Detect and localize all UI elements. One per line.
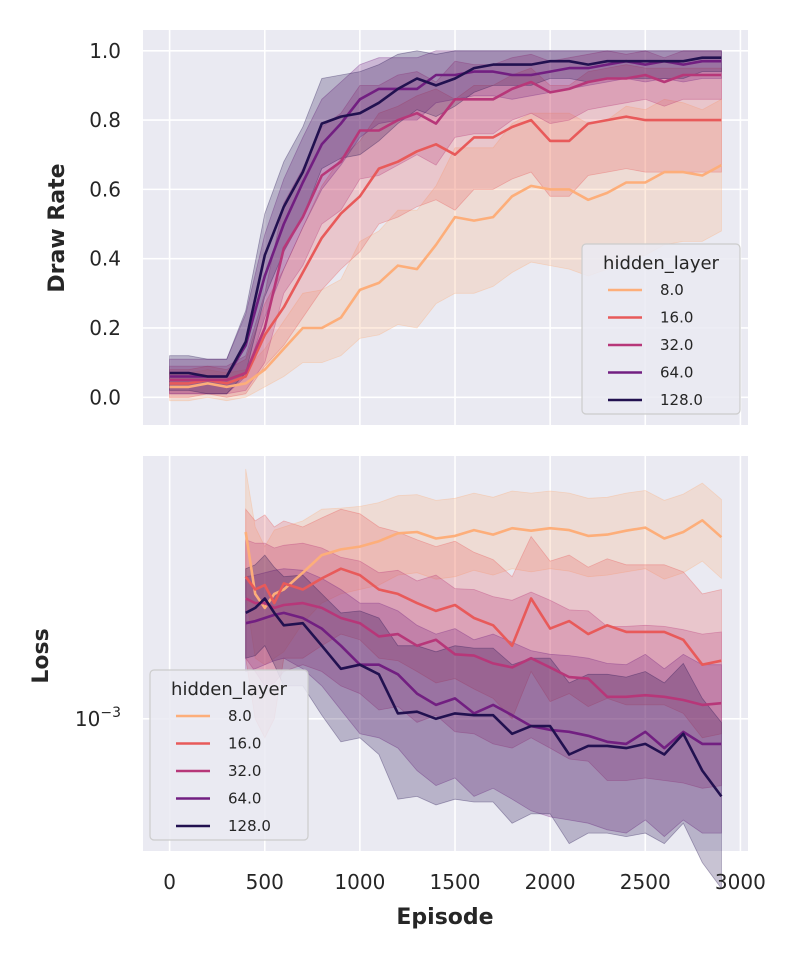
- draw-rate-line-32.0: [169, 73, 722, 382]
- draw-rate-legend-title: hidden_layer: [603, 253, 720, 274]
- loss-y-ticks: 10−3: [75, 705, 121, 731]
- x-tick-label-4: 2000: [525, 870, 576, 894]
- draw-rate-band-128.0: [169, 50, 722, 395]
- draw-rate-band-32.0: [169, 50, 722, 395]
- draw-rate-y-tick-label-0: 0.0: [89, 385, 121, 409]
- loss-panel: 10−3 0 500 1000 1500 2000 2500 3000 Loss Episo…: [29, 456, 766, 930]
- loss-band-64.0: [245, 568, 722, 838]
- draw-rate-bands: [169, 50, 722, 402]
- x-tick-label-5: 2500: [620, 870, 671, 894]
- draw-rate-line-16.0: [169, 115, 722, 385]
- draw-rate-panel: 0.0 0.2 0.4 0.6 0.8 1.0 Draw Rate hidden_laye…: [45, 30, 748, 425]
- x-tick-label-2: 1000: [334, 870, 385, 894]
- draw-rate-band-16.0: [169, 64, 722, 398]
- x-tick-label-0: 0: [163, 870, 176, 894]
- loss-line-64.0: [245, 611, 722, 750]
- loss-legend: hidden_layer 8.0 16.0 32.0 64.0 128.0: [149, 669, 309, 841]
- draw-rate-legend-label-128.0: 128.0: [660, 391, 703, 409]
- draw-rate-y-tick-label-1: 0.2: [89, 316, 121, 340]
- loss-legend-label-16.0: 16.0: [228, 735, 261, 753]
- draw-rate-line-128.0: [169, 56, 722, 378]
- draw-rate-y-tick-label-4: 0.8: [89, 108, 121, 132]
- loss-band-16.0: [245, 508, 722, 739]
- loss-line-32.0: [245, 597, 722, 707]
- draw-rate-y-tick-label-3: 0.6: [89, 177, 121, 201]
- loss-band-8.0: [245, 468, 722, 666]
- loss-y-axis-label: Loss: [29, 628, 54, 683]
- x-tick-label-6: 3000: [715, 870, 766, 894]
- draw-rate-line-8.0: [169, 163, 723, 389]
- loss-line-128.0: [245, 597, 723, 798]
- loss-band-32.0: [245, 539, 722, 789]
- loss-legend-label-32.0: 32.0: [228, 762, 261, 780]
- draw-rate-y-axis-label: Draw Rate: [45, 163, 70, 292]
- loss-legend-label-8.0: 8.0: [228, 707, 252, 725]
- loss-legend-title: hidden_layer: [171, 679, 288, 700]
- draw-rate-legend-label-32.0: 32.0: [660, 336, 693, 354]
- draw-rate-lines: [169, 56, 723, 389]
- loss-y-tick-exponent: −3: [100, 705, 121, 721]
- episode-x-axis-label: Episode: [396, 905, 493, 930]
- draw-rate-legend-label-8.0: 8.0: [660, 281, 684, 299]
- loss-band-128.0: [245, 554, 722, 890]
- draw-rate-band-64.0: [169, 50, 722, 395]
- draw-rate-y-tick-label-5: 1.0: [89, 39, 121, 63]
- draw-rate-y-ticks: 0.0 0.2 0.4 0.6 0.8 1.0: [89, 39, 121, 409]
- loss-lines: [244, 518, 723, 798]
- draw-rate-legend-label-64.0: 64.0: [660, 364, 693, 382]
- draw-rate-legend: hidden_layer 8.0 16.0 32.0 64.0 128.0: [581, 243, 741, 415]
- draw-rate-legend-label-16.0: 16.0: [660, 309, 693, 327]
- loss-legend-label-128.0: 128.0: [228, 817, 271, 835]
- loss-legend-label-64.0: 64.0: [228, 790, 261, 808]
- draw-rate-band-8.0: [169, 98, 722, 402]
- loss-y-tick-label-0: 10−3: [75, 705, 121, 731]
- loss-line-16.0: [244, 567, 722, 667]
- loss-x-ticks: 0 500 1000 1500 2000 2500 3000: [163, 870, 766, 894]
- loss-line-8.0: [244, 518, 723, 610]
- x-tick-label-3: 1500: [430, 870, 481, 894]
- x-tick-label-1: 500: [246, 870, 284, 894]
- draw-rate-y-tick-label-2: 0.4: [89, 247, 121, 271]
- loss-bands: [245, 468, 722, 890]
